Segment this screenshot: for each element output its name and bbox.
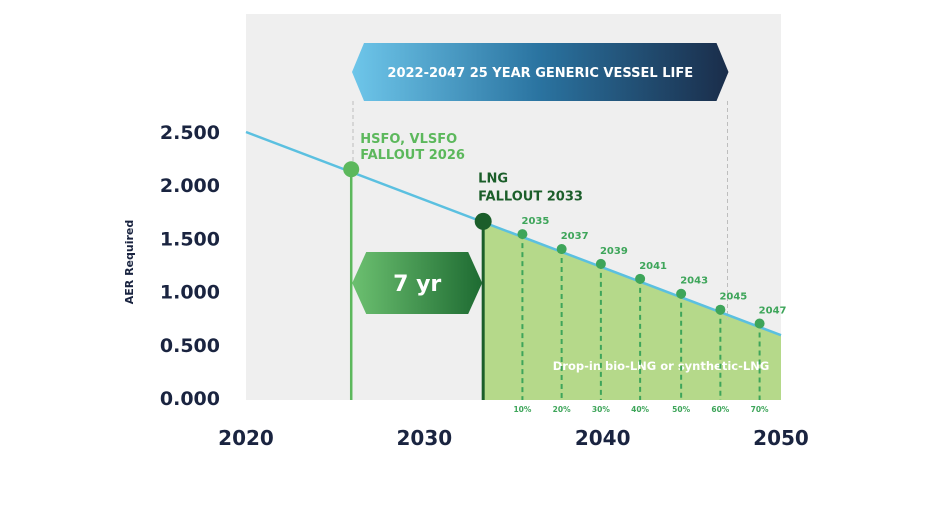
milestone-point-2047 [754, 318, 765, 329]
milestone-label-2043: 2043 [680, 276, 708, 287]
area-label: Drop-in bio-LNG or synthetic-LNG [553, 359, 770, 373]
drop-in-area [483, 222, 781, 400]
hsfo-label-line1: HSFO, VLSFO [360, 132, 457, 147]
percent-label-10%: 10% [513, 405, 531, 414]
gap-arrow: 7 yr [352, 252, 483, 314]
y-tick-0.500: 0.500 [160, 335, 220, 357]
gap-label: 7 yr [393, 272, 441, 297]
hsfo-fallout-point [343, 161, 360, 178]
percent-label-60%: 60% [711, 405, 729, 414]
milestone-point-2037 [556, 244, 567, 255]
milestone-point-2043 [676, 288, 687, 299]
x-tick-2030: 2030 [396, 426, 452, 450]
lng-label-line2: FALLOUT 2033 [478, 189, 583, 204]
percent-label-50%: 50% [672, 405, 690, 414]
y-tick-2.000: 2.000 [160, 175, 220, 197]
y-axis-label: AER Required [123, 220, 136, 305]
milestone-label-2045: 2045 [719, 292, 747, 303]
milestone-label-2041: 2041 [639, 261, 667, 272]
x-tick-2050: 2050 [753, 426, 809, 450]
x-tick-2020: 2020 [218, 426, 274, 450]
milestone-point-2045 [715, 304, 726, 315]
y-tick-2.500: 2.500 [160, 122, 220, 144]
milestone-point-2035 [517, 229, 528, 240]
hsfo-label-line2: FALLOUT 2026 [360, 148, 465, 163]
vessel-life-banner: 2022-2047 25 YEAR GENERIC VESSEL LIFE [352, 43, 729, 101]
y-tick-1.500: 1.500 [160, 228, 220, 250]
banner-text: 2022-2047 25 YEAR GENERIC VESSEL LIFE [387, 66, 693, 81]
milestone-point-2041 [635, 273, 646, 284]
y-tick-0.000: 0.000 [160, 388, 220, 410]
lng-label-line1: LNG [478, 171, 508, 186]
lng-fallout-point [474, 212, 492, 230]
percent-label-40%: 40% [631, 405, 649, 414]
percent-label-70%: 70% [751, 405, 769, 414]
y-tick-1.000: 1.000 [160, 282, 220, 304]
percent-label-20%: 20% [553, 405, 571, 414]
milestone-label-2037: 2037 [561, 231, 589, 242]
aer-trend-line [245, 130, 782, 337]
milestone-point-2039 [595, 258, 606, 269]
milestone-label-2047: 2047 [759, 306, 787, 317]
percent-label-30%: 30% [592, 405, 610, 414]
x-tick-2040: 2040 [575, 426, 631, 450]
milestone-label-2039: 2039 [600, 246, 628, 257]
milestone-label-2035: 2035 [521, 216, 549, 227]
